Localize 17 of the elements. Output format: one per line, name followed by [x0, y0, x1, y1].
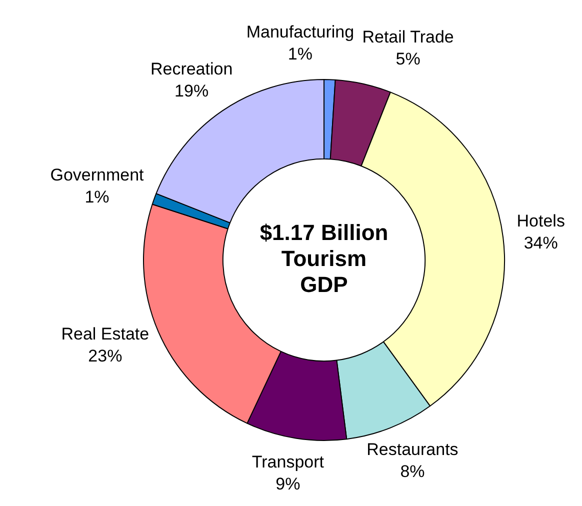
- slice-label: Hotels: [516, 212, 565, 231]
- slice-label: Real Estate: [61, 324, 150, 344]
- data-label: 23%: [88, 346, 122, 366]
- slice-label: Retail Trade: [362, 27, 454, 46]
- slice-label: Government: [50, 165, 144, 184]
- data-label: 34%: [524, 234, 558, 253]
- slice-label: Transport: [252, 452, 324, 472]
- data-label: 1%: [84, 187, 110, 206]
- text: $1.17 Billion Tourism GDP: [260, 220, 388, 298]
- slice-label: Restaurants: [366, 440, 458, 459]
- slice-label: Manufacturing: [246, 22, 354, 42]
- data-label: 9%: [276, 474, 300, 494]
- data-label: 5%: [396, 49, 420, 68]
- data-label: 8%: [400, 462, 425, 481]
- slice-label: Recreation: [150, 60, 233, 79]
- data-label: 19%: [174, 82, 209, 101]
- data-label: 1%: [288, 44, 312, 64]
